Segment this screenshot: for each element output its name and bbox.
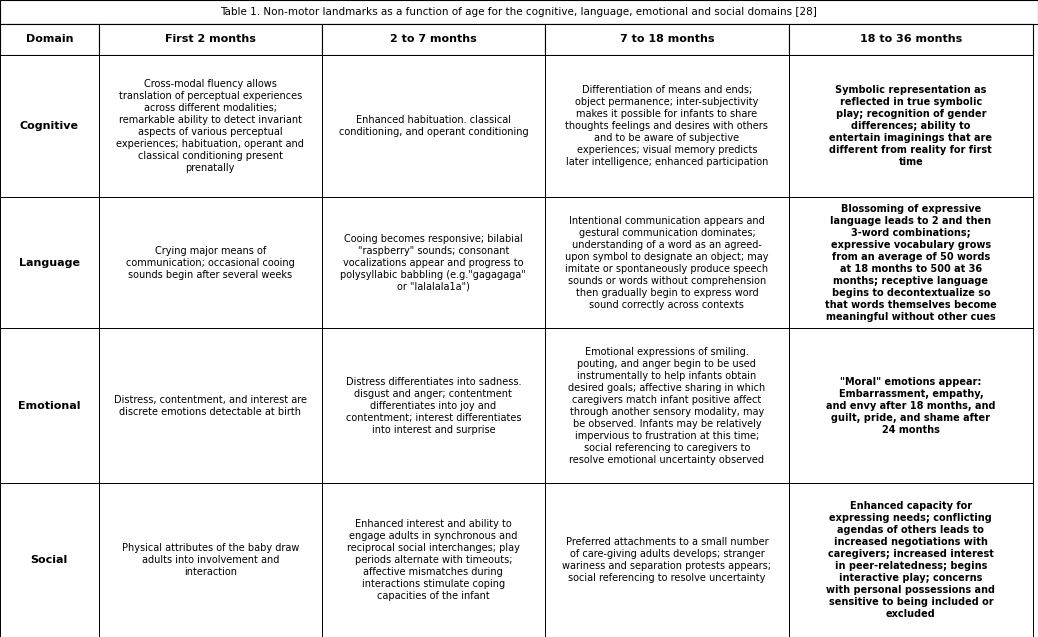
Text: Enhanced habituation. classical
conditioning, and operant conditioning: Enhanced habituation. classical conditio… xyxy=(338,115,528,137)
Text: Intentional communication appears and
gestural communication dominates;
understa: Intentional communication appears and ge… xyxy=(565,215,769,310)
Text: Cooing becomes responsive; bilabial
"raspberry" sounds; consonant
vocalizations : Cooing becomes responsive; bilabial "ras… xyxy=(340,234,526,292)
Text: Cognitive: Cognitive xyxy=(20,121,79,131)
Bar xyxy=(99,197,322,328)
Text: Differentiation of means and ends;
object permanence; inter-subjectivity
makes i: Differentiation of means and ends; objec… xyxy=(566,85,768,167)
Text: 7 to 18 months: 7 to 18 months xyxy=(620,34,714,45)
Text: Domain: Domain xyxy=(26,34,73,45)
Bar xyxy=(789,55,1033,197)
Text: 18 to 36 months: 18 to 36 months xyxy=(859,34,962,45)
Bar xyxy=(99,328,322,483)
Text: Distress, contentment, and interest are
discrete emotions detectable at birth: Distress, contentment, and interest are … xyxy=(114,394,306,417)
Bar xyxy=(789,483,1033,637)
Bar xyxy=(0,24,99,55)
Text: 2 to 7 months: 2 to 7 months xyxy=(390,34,476,45)
Bar xyxy=(322,197,545,328)
Bar xyxy=(0,197,99,328)
Bar xyxy=(0,328,99,483)
Bar xyxy=(99,483,322,637)
Text: Crying major means of
communication; occasional cooing
sounds begin after severa: Crying major means of communication; occ… xyxy=(126,245,295,280)
Bar xyxy=(789,328,1033,483)
Text: "Moral" emotions appear:
Embarrassment, empathy,
and envy after 18 months, and
g: "Moral" emotions appear: Embarrassment, … xyxy=(826,376,995,434)
Text: Physical attributes of the baby draw
adults into involvement and
interaction: Physical attributes of the baby draw adu… xyxy=(121,543,299,577)
Bar xyxy=(0,483,99,637)
Bar xyxy=(545,55,789,197)
Bar xyxy=(322,328,545,483)
Bar xyxy=(545,197,789,328)
Bar xyxy=(322,483,545,637)
Text: Enhanced interest and ability to
engage adults in synchronous and
reciprocal soc: Enhanced interest and ability to engage … xyxy=(347,519,520,601)
Bar xyxy=(545,24,789,55)
Text: Language: Language xyxy=(19,257,80,268)
Bar xyxy=(545,483,789,637)
Bar xyxy=(545,328,789,483)
Bar xyxy=(322,55,545,197)
Text: Emotional: Emotional xyxy=(18,401,81,411)
Text: Blossoming of expressive
language leads to 2 and then
3-word combinations;
expre: Blossoming of expressive language leads … xyxy=(825,204,996,322)
Text: Cross-modal fluency allows
translation of perceptual experiences
across differen: Cross-modal fluency allows translation o… xyxy=(116,79,304,173)
Text: Emotional expressions of smiling.
pouting, and anger begin to be used
instrument: Emotional expressions of smiling. poutin… xyxy=(568,347,766,464)
Text: Preferred attachments to a small number
of care-giving adults develops; stranger: Preferred attachments to a small number … xyxy=(563,537,771,583)
Bar xyxy=(99,55,322,197)
Bar xyxy=(789,197,1033,328)
Bar xyxy=(0,55,99,197)
Bar xyxy=(789,24,1033,55)
Text: Distress differentiates into sadness.
disgust and anger; contentment
differentia: Distress differentiates into sadness. di… xyxy=(346,376,521,434)
Bar xyxy=(99,24,322,55)
Text: Symbolic representation as
reflected in true symbolic
play; recognition of gende: Symbolic representation as reflected in … xyxy=(829,85,992,167)
Text: Enhanced capacity for
expressing needs; conflicting
agendas of others leads to
i: Enhanced capacity for expressing needs; … xyxy=(826,501,995,619)
Text: Social: Social xyxy=(31,555,67,565)
Bar xyxy=(322,24,545,55)
Text: Table 1. Non-motor landmarks as a function of age for the cognitive, language, e: Table 1. Non-motor landmarks as a functi… xyxy=(220,7,818,17)
Bar xyxy=(0,0,1038,24)
Text: First 2 months: First 2 months xyxy=(165,34,255,45)
